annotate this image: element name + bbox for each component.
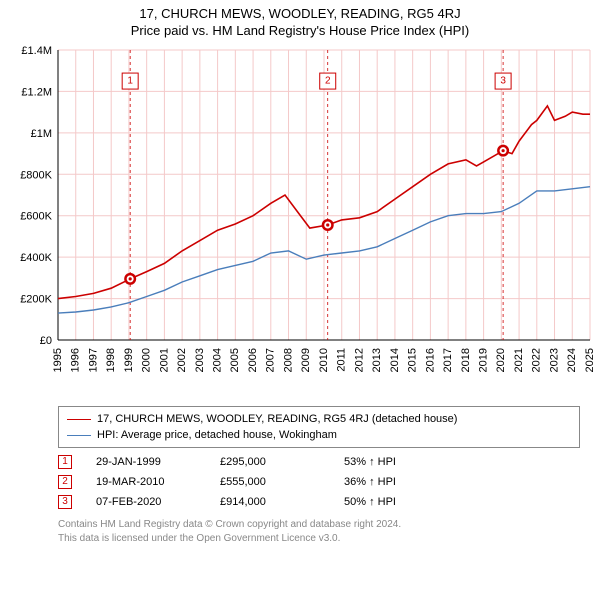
x-tick-label: 2011 <box>336 348 348 372</box>
title-line2: Price paid vs. HM Land Registry's House … <box>0 23 600 38</box>
x-tick-label: 2015 <box>407 348 419 372</box>
x-tick-label: 2016 <box>424 348 436 372</box>
x-tick-label: 2012 <box>353 348 365 372</box>
x-tick-label: 2000 <box>141 348 153 372</box>
x-tick-label: 2022 <box>531 348 543 372</box>
event-row: 3 07-FEB-2020 £914,000 50% ↑ HPI <box>58 492 580 512</box>
y-tick-label: £1.2M <box>21 86 52 98</box>
x-tick-label: 2009 <box>300 348 312 372</box>
y-tick-label: £200K <box>20 294 52 306</box>
legend-label: HPI: Average price, detached house, Woki… <box>97 427 337 443</box>
event-price: £914,000 <box>220 492 320 512</box>
y-tick-label: £600K <box>20 211 52 223</box>
y-tick-label: £800K <box>20 169 52 181</box>
x-tick-label: 2006 <box>247 348 259 372</box>
event-id-badge: 2 <box>58 475 72 489</box>
x-tick-label: 2005 <box>229 348 241 372</box>
event-price: £555,000 <box>220 472 320 492</box>
x-tick-label: 2013 <box>371 348 383 372</box>
legend-swatch <box>67 435 91 436</box>
x-tick-label: 1996 <box>70 348 82 372</box>
footer-line1: Contains HM Land Registry data © Crown c… <box>58 518 580 532</box>
x-tick-label: 2002 <box>176 348 188 372</box>
y-tick-label: £1M <box>31 128 52 140</box>
title-line1: 17, CHURCH MEWS, WOODLEY, READING, RG5 4… <box>0 6 600 21</box>
footer-attribution: Contains HM Land Registry data © Crown c… <box>58 518 580 546</box>
x-tick-label: 2020 <box>495 348 507 372</box>
legend-row: 17, CHURCH MEWS, WOODLEY, READING, RG5 4… <box>67 411 571 427</box>
x-tick-label: 2014 <box>389 348 401 372</box>
legend-row: HPI: Average price, detached house, Woki… <box>67 427 571 443</box>
event-delta: 36% ↑ HPI <box>344 472 396 492</box>
event-marker-label: 2 <box>325 76 331 87</box>
event-id-badge: 3 <box>58 495 72 509</box>
event-marker-label: 3 <box>500 76 506 87</box>
event-date: 29-JAN-1999 <box>96 452 196 472</box>
event-dot-center <box>326 223 329 226</box>
event-price: £295,000 <box>220 452 320 472</box>
x-tick-label: 2018 <box>460 348 472 372</box>
x-tick-label: 2010 <box>318 348 330 372</box>
legend-swatch <box>67 419 91 420</box>
chart-area: £0 £200K £400K £600K £800K £1M £1.2M £1.4M 1995 1… <box>0 40 600 400</box>
x-tick-label: 2001 <box>158 348 170 372</box>
legend: 17, CHURCH MEWS, WOODLEY, READING, RG5 4… <box>58 406 580 448</box>
x-tick-label: 2024 <box>566 348 578 372</box>
y-tick-label: £0 <box>40 335 52 347</box>
chart-svg: £0 £200K £400K £600K £800K £1M £1.2M £1.4M 1995 1… <box>0 40 600 400</box>
events-table: 1 29-JAN-1999 £295,000 53% ↑ HPI 2 19-MAR-201… <box>58 452 580 512</box>
x-tick-label: 1997 <box>87 348 99 372</box>
x-tick-label: 2021 <box>513 348 525 372</box>
footer-line2: This data is licensed under the Open Gov… <box>58 532 580 546</box>
event-row: 1 29-JAN-1999 £295,000 53% ↑ HPI <box>58 452 580 472</box>
event-id-badge: 1 <box>58 455 72 469</box>
event-delta: 50% ↑ HPI <box>344 492 396 512</box>
event-date: 19-MAR-2010 <box>96 472 196 492</box>
x-tick-label: 1998 <box>105 348 117 372</box>
x-tick-label: 2025 <box>584 348 596 372</box>
event-marker-label: 1 <box>127 76 133 87</box>
x-tick-label: 2023 <box>548 348 560 372</box>
event-row: 2 19-MAR-2010 £555,000 36% ↑ HPI <box>58 472 580 492</box>
x-tick-label: 2019 <box>478 348 490 372</box>
x-tick-label: 2007 <box>265 348 277 372</box>
x-tick-label: 2008 <box>282 348 294 372</box>
chart-titles: 17, CHURCH MEWS, WOODLEY, READING, RG5 4… <box>0 0 600 40</box>
event-delta: 53% ↑ HPI <box>344 452 396 472</box>
x-tick-label: 2004 <box>212 348 224 372</box>
x-tick-label: 1995 <box>52 348 64 372</box>
event-dot-center <box>129 277 132 280</box>
y-tick-label: £1.4M <box>21 45 52 57</box>
legend-label: 17, CHURCH MEWS, WOODLEY, READING, RG5 4… <box>97 411 457 427</box>
x-tick-label: 2003 <box>194 348 206 372</box>
event-date: 07-FEB-2020 <box>96 492 196 512</box>
x-tick-label: 2017 <box>442 348 454 372</box>
x-tick-label: 1999 <box>123 348 135 372</box>
event-dot-center <box>502 149 505 152</box>
y-tick-label: £400K <box>20 252 52 264</box>
